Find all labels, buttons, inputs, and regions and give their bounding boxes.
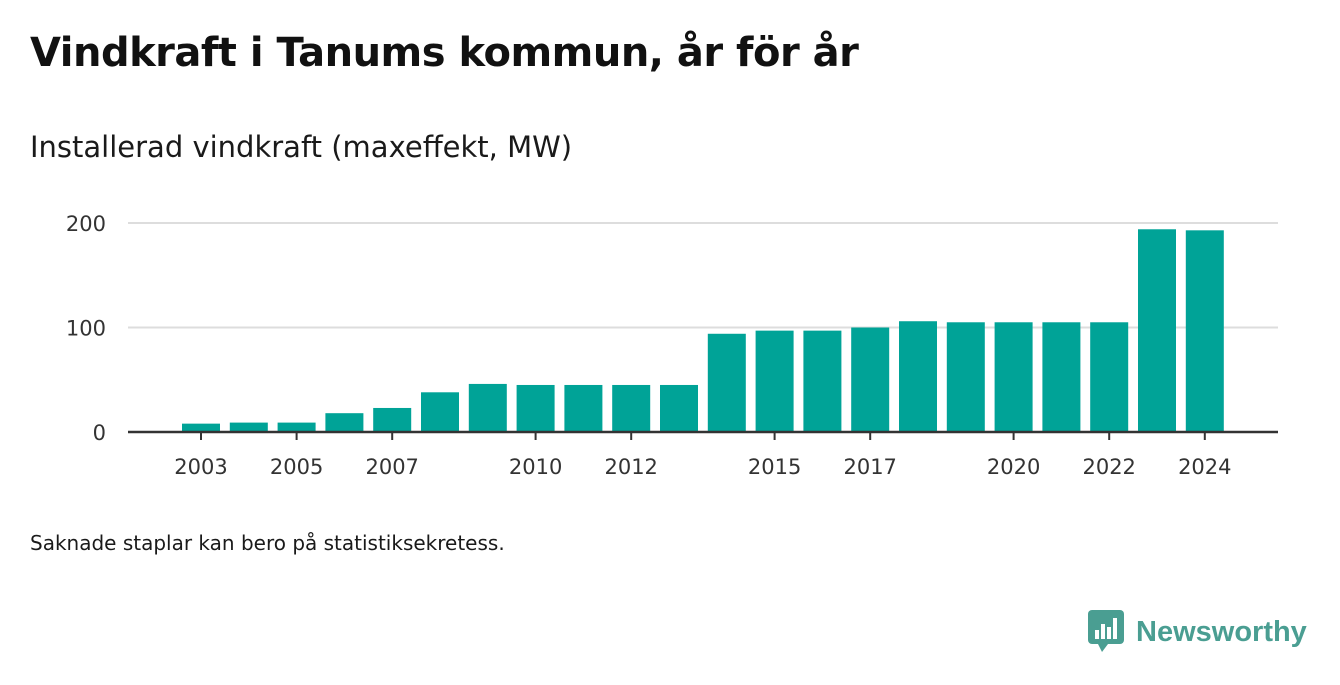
bar-2008	[421, 392, 459, 432]
y-tick-label: 100	[66, 317, 106, 341]
x-tick-label: 2007	[365, 455, 418, 479]
bar-2024	[1185, 230, 1224, 432]
y-axis-labels: 0 100 200	[66, 212, 106, 445]
bar-2007	[373, 407, 412, 432]
x-axis	[128, 430, 1278, 440]
bar-2013	[660, 384, 698, 432]
bar-2021	[1042, 322, 1081, 432]
bar-chart: 0 100 200 2003 2005 2007 2010 2012 2015 2017 2020…	[66, 212, 1278, 479]
bar-2020	[994, 322, 1033, 432]
x-axis-labels: 2003 2005 2007 2010 2012 2015 2017 2020 2022 2024	[174, 455, 1231, 479]
chart-title: Vindkraft i Tanums kommun, år för år	[30, 30, 859, 76]
x-tick-label: 2012	[604, 455, 657, 479]
x-tick-label: 2017	[843, 455, 896, 479]
x-tick-label: 2024	[1178, 455, 1231, 479]
bar-2018	[899, 321, 937, 432]
bar-2015	[755, 330, 794, 432]
bar-2010	[516, 384, 555, 432]
bar-2014	[707, 333, 746, 432]
bar-2009	[468, 383, 507, 432]
newsworthy-brand: Newsworthy	[1088, 610, 1307, 654]
bar-2023	[1138, 229, 1176, 432]
x-tick-label: 2003	[174, 455, 227, 479]
x-tick-label: 2005	[270, 455, 323, 479]
x-tick-label: 2022	[1082, 455, 1135, 479]
newsworthy-logo-icon	[1088, 610, 1124, 652]
bar-2006	[325, 413, 364, 432]
bar-2019	[946, 322, 985, 432]
bar-2016	[803, 330, 842, 432]
gridlines	[128, 222, 1278, 329]
bar-2004	[229, 422, 268, 432]
footnote: Saknade staplar kan bero på statistiksek…	[30, 531, 505, 555]
bar-2003	[182, 423, 220, 432]
x-tick-label: 2015	[748, 455, 801, 479]
y-tick-label: 0	[93, 421, 106, 445]
bar-2022	[1090, 322, 1129, 432]
bar-2017	[851, 327, 890, 432]
chart-subtitle: Installerad vindkraft (maxeffekt, MW)	[30, 130, 573, 164]
y-tick-label: 200	[66, 212, 106, 236]
x-tick-label: 2010	[509, 455, 562, 479]
bar-2005	[277, 422, 316, 432]
bar-2012	[612, 384, 651, 432]
bar-2011	[564, 384, 603, 432]
brand-name: Newsworthy	[1136, 615, 1307, 648]
x-tick-label: 2020	[987, 455, 1040, 479]
bars	[182, 229, 1224, 432]
